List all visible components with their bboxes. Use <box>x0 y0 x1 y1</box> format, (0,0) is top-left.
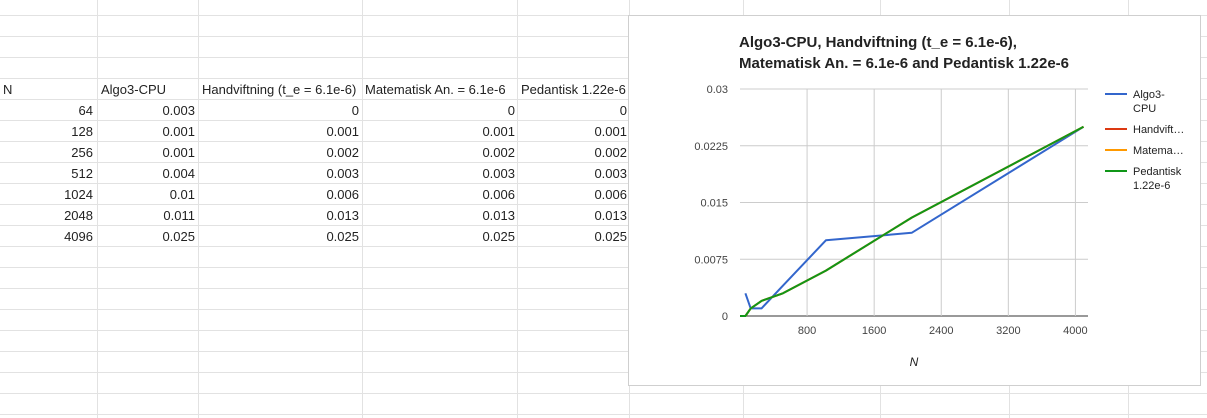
table-cell[interactable]: 0.006 <box>594 187 627 202</box>
line-chart[interactable]: Algo3-CPU, Handviftning (t_e = 6.1e-6), … <box>628 15 1201 386</box>
table-row: 64 0.003 0 0 0 <box>0 100 628 121</box>
table-row: 256 0.001 0.002 0.002 0.002 <box>0 142 628 163</box>
table-row: 128 0.001 0.001 0.001 0.001 <box>0 121 628 142</box>
table-cell[interactable]: 0 <box>507 103 515 118</box>
table-cell[interactable]: 1024 <box>64 187 93 202</box>
header-cell-algo3[interactable]: Algo3-CPU <box>101 82 167 97</box>
table-cell[interactable]: 0.003 <box>326 166 359 181</box>
table-cell[interactable]: 0.006 <box>326 187 359 202</box>
legend-label: Pedantisk <box>1133 166 1182 178</box>
spreadsheet-data: N Algo3-CPU Handviftning (t_e = 6.1e-6) … <box>0 79 628 247</box>
header-cell-handviftning[interactable]: Handviftning (t_e = 6.1e-6) <box>202 82 357 97</box>
table-cell[interactable]: 0.001 <box>594 124 627 139</box>
y-tick-label: 0.015 <box>700 198 728 210</box>
legend-label: Handvift… <box>1133 124 1184 136</box>
table-cell[interactable]: 2048 <box>64 208 93 223</box>
x-tick-label: 2400 <box>929 325 953 337</box>
table-cell[interactable]: 64 <box>78 103 93 118</box>
table-cell[interactable]: 0.011 <box>163 208 195 223</box>
table-cell[interactable]: 0.025 <box>326 229 359 244</box>
column-divider <box>362 0 363 418</box>
y-tick-label: 0 <box>722 311 728 323</box>
table-cell[interactable]: 0.003 <box>482 166 515 181</box>
x-tick-label: 1600 <box>862 325 886 337</box>
table-row: 2048 0.011 0.013 0.013 0.013 <box>0 205 628 226</box>
table-cell[interactable]: 0.002 <box>594 145 627 160</box>
header-row: N Algo3-CPU Handviftning (t_e = 6.1e-6) … <box>0 79 628 100</box>
x-tick-label: 4000 <box>1063 325 1087 337</box>
table-cell[interactable]: 128 <box>71 124 93 139</box>
x-tick-label: 800 <box>798 325 816 337</box>
table-cell[interactable]: 0.003 <box>162 103 195 118</box>
chart-title-line-1: Algo3-CPU, Handviftning (t_e = 6.1e-6), <box>739 34 1017 51</box>
legend-label: Matema… <box>1133 145 1184 157</box>
column-divider <box>517 0 518 418</box>
y-tick-label: 0.0225 <box>694 141 728 153</box>
table-cell[interactable]: 0.013 <box>482 208 515 223</box>
table-cell[interactable]: 0 <box>619 103 627 118</box>
table-cell[interactable]: 256 <box>71 145 93 160</box>
table-cell[interactable]: 0.025 <box>482 229 515 244</box>
y-tick-label: 0.0075 <box>694 254 728 266</box>
series-line <box>740 125 1084 317</box>
x-axis-label: N <box>910 355 919 369</box>
chart-title-line-2: Matematisk An. = 6.1e-6 and Pedantisk 1.… <box>739 55 1070 72</box>
table-cell[interactable]: 0.01 <box>169 187 195 202</box>
x-tick-label: 3200 <box>996 325 1020 337</box>
header-cell-n[interactable]: N <box>3 82 13 97</box>
table-cell[interactable]: 0 <box>351 103 359 118</box>
column-divider <box>198 0 199 418</box>
legend-label: Algo3- <box>1133 89 1165 101</box>
table-row: 512 0.004 0.003 0.003 0.003 <box>0 163 628 184</box>
table-cell[interactable]: 0.003 <box>594 166 627 181</box>
legend-label: CPU <box>1133 103 1156 115</box>
table-cell[interactable]: 0.001 <box>326 124 359 139</box>
table-cell[interactable]: 4096 <box>64 229 93 244</box>
table-cell[interactable]: 0.004 <box>162 166 195 181</box>
header-cell-pedantisk[interactable]: Pedantisk 1.22e-6 <box>521 82 626 97</box>
table-cell[interactable]: 0.001 <box>162 124 195 139</box>
table-cell[interactable]: 0.001 <box>162 145 195 160</box>
table-cell[interactable]: 0.013 <box>326 208 359 223</box>
y-tick-label: 0.03 <box>707 84 728 96</box>
table-cell[interactable]: 0.001 <box>482 124 515 139</box>
chart-plot-area: 0 0.0075 0.015 0.0225 0.03 800 1600 2400 3200 400… <box>694 84 1184 369</box>
table-cell[interactable]: 512 <box>71 166 93 181</box>
header-cell-matematisk[interactable]: Matematisk An. = 6.1e-6 <box>365 82 506 97</box>
table-row: 1024 0.01 0.006 0.006 0.006 <box>0 184 628 205</box>
column-divider <box>97 0 98 418</box>
table-cell[interactable]: 0.002 <box>326 145 359 160</box>
chart-title: Algo3-CPU, Handviftning (t_e = 6.1e-6), … <box>739 32 1119 74</box>
table-cell[interactable]: 0.013 <box>594 208 627 223</box>
table-cell[interactable]: 0.025 <box>594 229 627 244</box>
table-row: 4096 0.025 0.025 0.025 0.025 <box>0 226 628 247</box>
table-cell[interactable]: 0.025 <box>162 229 195 244</box>
legend-label: 1.22e-6 <box>1133 180 1170 192</box>
table-cell[interactable]: 0.002 <box>482 145 515 160</box>
table-cell[interactable]: 0.006 <box>482 187 515 202</box>
